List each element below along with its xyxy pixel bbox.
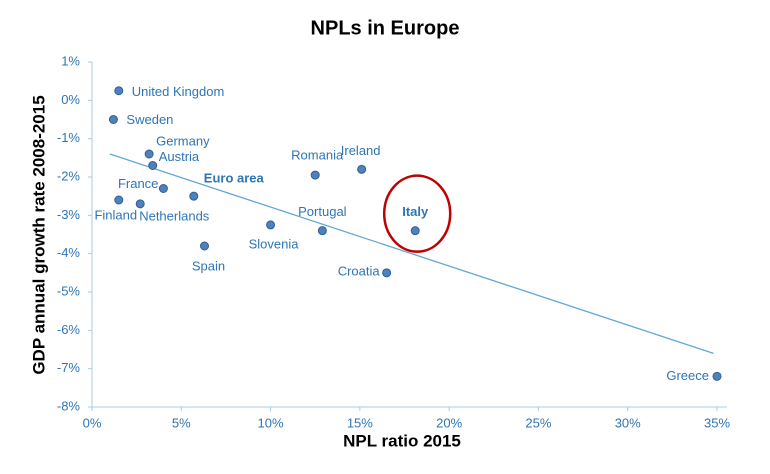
x-tick-label: 20% bbox=[436, 415, 462, 430]
y-tick-label: -3% bbox=[57, 207, 81, 222]
point-label: Romania bbox=[291, 148, 344, 163]
point bbox=[266, 220, 276, 230]
y-tick-label: -4% bbox=[57, 245, 81, 260]
point-label: Slovenia bbox=[249, 236, 300, 251]
point-label: Germany bbox=[156, 133, 210, 148]
y-tick-label: -7% bbox=[57, 360, 81, 375]
x-tick-label: 10% bbox=[258, 415, 284, 430]
y-tick-label: -2% bbox=[57, 168, 81, 183]
y-tick-label: 1% bbox=[61, 53, 80, 68]
point bbox=[158, 184, 168, 193]
x-tick-label: 15% bbox=[347, 415, 373, 430]
point-label: Croatia bbox=[338, 263, 381, 278]
point bbox=[357, 164, 367, 174]
point-label: Euro area bbox=[204, 171, 265, 186]
x-tick-label: 5% bbox=[172, 415, 191, 430]
point bbox=[310, 170, 320, 180]
trend-line bbox=[109, 153, 714, 354]
point-label: Greece bbox=[666, 368, 709, 383]
y-tick-label: -1% bbox=[57, 130, 81, 145]
highlight-circle bbox=[382, 174, 452, 253]
point-label: Italy bbox=[402, 204, 429, 219]
point bbox=[200, 241, 209, 251]
x-tick-label: 25% bbox=[525, 415, 551, 430]
y-tick-label: -5% bbox=[57, 283, 81, 298]
point bbox=[108, 115, 118, 124]
point-label: Sweden bbox=[126, 112, 173, 127]
point bbox=[114, 86, 124, 96]
point bbox=[382, 268, 392, 278]
point-label: United Kingdom bbox=[132, 84, 225, 99]
point bbox=[135, 199, 145, 209]
point-label: Austria bbox=[159, 149, 200, 164]
y-axis-title: GDP annual growth rate 2008-2015 bbox=[29, 95, 48, 374]
point-label: Netherlands bbox=[139, 208, 210, 223]
y-tick-label: 0% bbox=[61, 92, 80, 107]
point-label: Portugal bbox=[298, 204, 347, 219]
x-tick-label: 30% bbox=[615, 415, 641, 430]
x-axis-title: NPL ratio 2015 bbox=[343, 431, 461, 450]
y-tick-label: -8% bbox=[57, 398, 81, 413]
chart-title: NPLs in Europe bbox=[311, 17, 460, 39]
point-label: Ireland bbox=[341, 143, 381, 158]
x-tick-label: 0% bbox=[83, 415, 102, 430]
point-label: France bbox=[118, 176, 158, 191]
point bbox=[410, 226, 420, 236]
point bbox=[148, 161, 158, 170]
point bbox=[189, 191, 199, 201]
point bbox=[114, 195, 124, 205]
point-label: Spain bbox=[192, 258, 225, 273]
point bbox=[712, 371, 722, 381]
point bbox=[144, 149, 154, 159]
y-tick-label: -6% bbox=[57, 322, 81, 337]
point-label: Finland bbox=[94, 207, 137, 222]
point bbox=[317, 226, 327, 236]
x-tick-label: 35% bbox=[704, 415, 730, 430]
